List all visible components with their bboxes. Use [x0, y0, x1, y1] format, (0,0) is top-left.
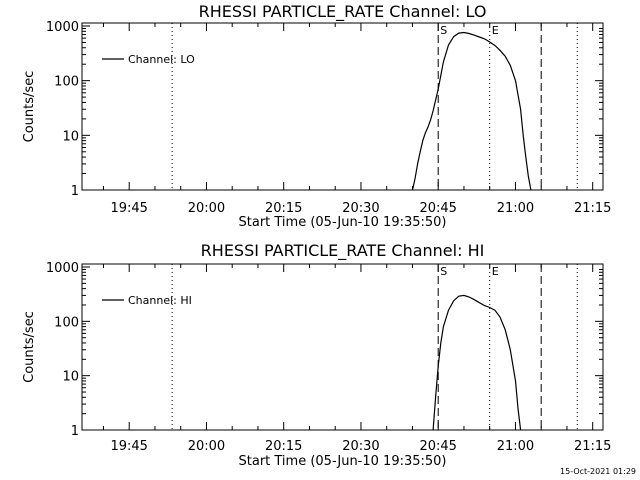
marker-label: E — [492, 24, 499, 37]
legend-label: Channel: HI — [128, 294, 192, 307]
plot-frame — [81, 263, 604, 431]
hi-channel-panel: RHESSI PARTICLE_RATE Channel: HI 19:45 20:… — [22, 241, 611, 469]
y-tick-label: 100 — [54, 75, 79, 90]
x-tick-label: 21:00 — [497, 439, 534, 454]
x-tick-label: 21:15 — [574, 439, 611, 454]
y-axis-label: Counts/sec — [22, 311, 37, 383]
y-tick-label: 1000 — [46, 261, 79, 276]
x-tick-label: 20:45 — [419, 201, 456, 216]
x-axis-label: Start Time (05-Jun-10 19:35:50) — [239, 454, 447, 469]
x-tick-label: 21:00 — [497, 201, 534, 216]
x-tick-label: 19:45 — [110, 201, 147, 216]
lo-channel-panel: RHESSI PARTICLE_RATE Channel: LO 19:45 20:… — [22, 2, 611, 230]
x-tick-label: 20:15 — [265, 439, 302, 454]
x-axis-label: Start Time (05-Jun-10 19:35:50) — [239, 215, 447, 230]
y-tick-label: 10 — [62, 129, 79, 144]
marker-label: S — [440, 265, 447, 278]
y-tick-label: 10 — [62, 370, 79, 385]
series-line — [432, 294, 522, 431]
marker-label: S — [440, 24, 447, 37]
marker-label: E — [492, 265, 499, 278]
y-tick-label: 1 — [71, 184, 79, 199]
x-tick-label: 20:00 — [188, 201, 225, 216]
y-tick-label: 100 — [54, 315, 79, 330]
plot-frame — [81, 22, 604, 191]
chart-title: RHESSI PARTICLE_RATE Channel: LO — [199, 2, 487, 22]
x-tick-label: 20:15 — [265, 201, 302, 216]
chart-title: RHESSI PARTICLE_RATE Channel: HI — [201, 241, 485, 261]
x-tick-label: 20:45 — [419, 439, 456, 454]
y-tick-label: 1 — [71, 424, 79, 439]
x-tick-label: 20:00 — [188, 439, 225, 454]
x-tick-label: 19:45 — [110, 439, 147, 454]
x-tick-label: 20:30 — [342, 439, 379, 454]
timestamp-label: 15-Oct-2021 01:29 — [560, 467, 636, 476]
y-axis-label: Counts/sec — [22, 71, 37, 143]
x-tick-label: 21:15 — [574, 201, 611, 216]
x-tick-label: 20:30 — [342, 201, 379, 216]
series-line — [411, 31, 532, 191]
legend-label: Channel: LO — [128, 53, 195, 66]
y-tick-label: 1000 — [46, 20, 79, 35]
